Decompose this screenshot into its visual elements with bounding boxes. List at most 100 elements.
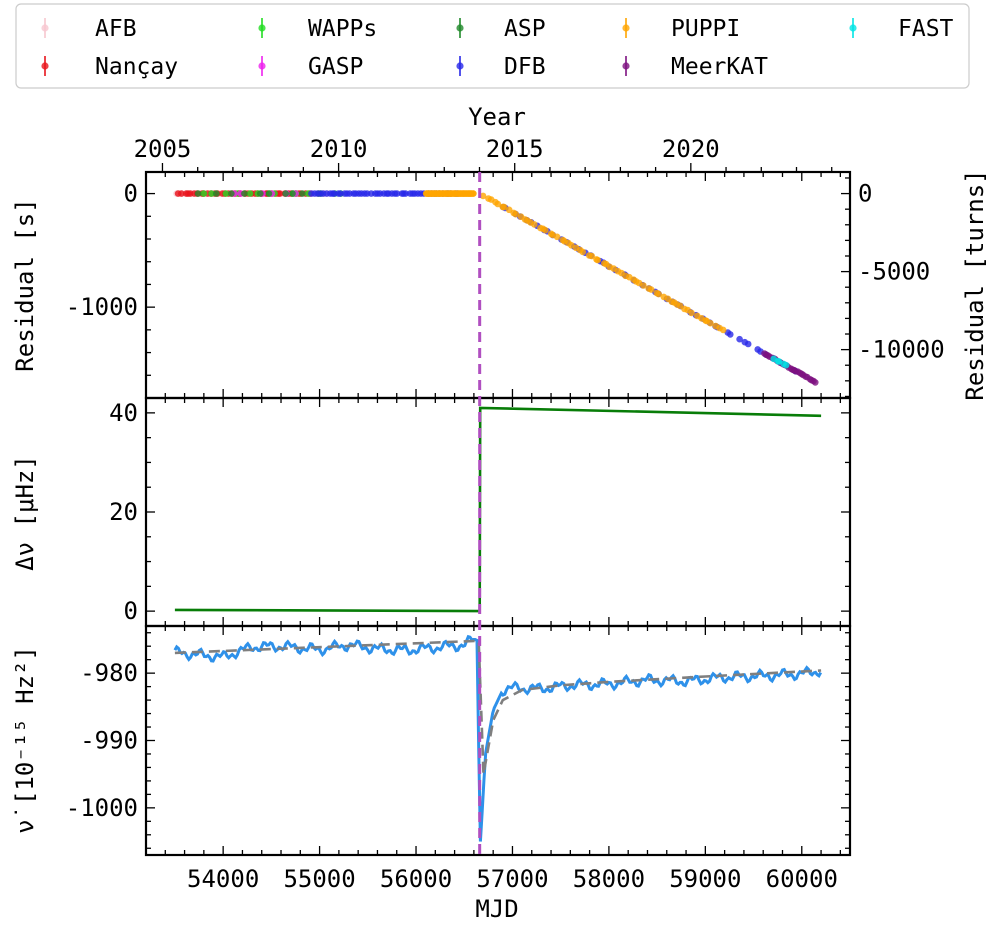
y-tick-label: 0: [124, 180, 138, 208]
series-puppi: [422, 190, 727, 334]
nu-dot-lines: [173, 634, 823, 842]
data-point: [640, 282, 647, 289]
legend-label-afb: AFB: [95, 16, 137, 42]
data-point: [588, 252, 596, 260]
data-point: [594, 256, 601, 264]
legend-marker: [41, 62, 49, 70]
legend-label-dfb: DFB: [504, 54, 546, 80]
data-point: [542, 226, 549, 234]
legend-marker: [622, 62, 630, 70]
secondary-y-tick-label: -5000: [858, 258, 930, 286]
year-tick-label: 2015: [486, 135, 544, 163]
legend-marker: [258, 62, 266, 70]
legend-marker: [456, 62, 464, 70]
legend-entry-fast: FAST: [849, 16, 954, 42]
legend-frame: [15, 3, 970, 89]
x-tick-label: 56000: [380, 865, 452, 893]
data-point: [479, 192, 487, 200]
nu-dot-axis-title: ν̇ [10⁻¹⁵ Hz²]: [11, 646, 39, 834]
data-point: [393, 190, 401, 197]
data-point: [228, 190, 235, 197]
delta-nu-axis-title: Δν [μHz]: [11, 455, 39, 571]
y-tick-label: -1000: [66, 794, 138, 822]
y-tick-label: 20: [109, 498, 138, 526]
legend-label-nancay: Nançay: [95, 54, 178, 80]
secondary-y-tick-label: -10000: [858, 336, 945, 364]
data-point: [257, 190, 264, 197]
legend-label-gasp: GASP: [308, 54, 363, 80]
mjd-axis-title: MJD: [475, 895, 518, 923]
x-tick-label: 58000: [573, 865, 645, 893]
legend-entry-dfb: DFB: [456, 54, 546, 80]
x-tick-label: 60000: [766, 865, 838, 893]
year-tick-label: 2020: [662, 135, 720, 163]
data-point: [512, 210, 520, 218]
data-point: [655, 290, 662, 298]
data-point: [282, 190, 290, 197]
legend-entry-meerkat: MeerKAT: [622, 54, 768, 80]
data-point: [744, 340, 752, 348]
legend-label-fast: FAST: [898, 16, 954, 42]
year-tick-label: 2010: [310, 135, 368, 163]
data-point: [289, 190, 296, 197]
legend-marker: [849, 24, 857, 32]
legend-marker: [41, 24, 49, 32]
data-point: [736, 335, 743, 343]
y-tick-label: -980: [80, 659, 138, 687]
residual-seconds-axis-title: Residual [s]: [11, 198, 39, 371]
data-point: [688, 309, 695, 317]
data-point: [276, 190, 284, 197]
residuals-axes: 0-10000-5000-10000: [66, 170, 945, 400]
nu-dot-model-line: [174, 639, 822, 775]
data-point: [402, 190, 409, 197]
data-point: [470, 190, 477, 197]
nu-dot-axes: 54000 55000 56000 57000 58000 59000 60000 -980 -…: [66, 624, 852, 893]
legend-entry-nancay: Nançay: [41, 54, 178, 80]
legend-label-wapps: WAPPs: [308, 16, 377, 42]
residuals-panel: 0-10000-5000-10000 Residual [s] Residual…: [11, 169, 989, 400]
residual-turns-axis-title: Residual [turns]: [961, 169, 989, 400]
x-tick-label: 57000: [476, 865, 548, 893]
data-point: [246, 190, 254, 197]
y-tick-label: -1000: [66, 293, 138, 321]
data-point: [719, 326, 727, 334]
legend-marker: [622, 24, 630, 32]
x-tick-label: 55000: [283, 865, 355, 893]
data-point: [200, 190, 208, 197]
legend-marker: [456, 24, 464, 32]
data-point: [494, 200, 502, 208]
year-tick-label: 2005: [134, 135, 192, 163]
y-tick-label: -990: [80, 727, 138, 755]
data-point: [299, 190, 306, 197]
legend-label-meerkat: MeerKAT: [671, 54, 768, 80]
legend-entry-puppi: PUPPI: [622, 16, 740, 42]
data-point: [265, 190, 273, 197]
legend-label-asp: ASP: [504, 16, 546, 42]
data-point: [647, 286, 655, 293]
legend-entry-asp: ASP: [456, 16, 546, 42]
x-tick-label: 59000: [669, 865, 741, 893]
legend-marker: [258, 24, 266, 32]
data-point: [213, 190, 220, 197]
top-axis-title: Year: [468, 103, 526, 131]
legend-entry-afb: AFB: [41, 16, 137, 42]
data-point: [727, 331, 734, 338]
data-point: [500, 203, 508, 211]
top-year-axis: 2005 2010 2015 2020: [134, 135, 833, 172]
data-point: [812, 379, 819, 386]
x-tick-label: 54000: [187, 865, 259, 893]
data-point: [531, 221, 538, 228]
data-point: [579, 248, 587, 256]
series-fast: [770, 355, 790, 369]
data-point: [553, 233, 561, 241]
data-point: [782, 361, 790, 369]
data-point: [707, 319, 714, 327]
legend-label-puppi: PUPPI: [671, 16, 740, 42]
legend-entry-wapps: WAPPs: [258, 16, 377, 42]
y-tick-label: 40: [109, 399, 138, 427]
residuals-markers: [173, 190, 819, 386]
data-point: [194, 190, 202, 197]
data-point: [208, 190, 215, 197]
legend-entry-gasp: GASP: [258, 54, 363, 80]
